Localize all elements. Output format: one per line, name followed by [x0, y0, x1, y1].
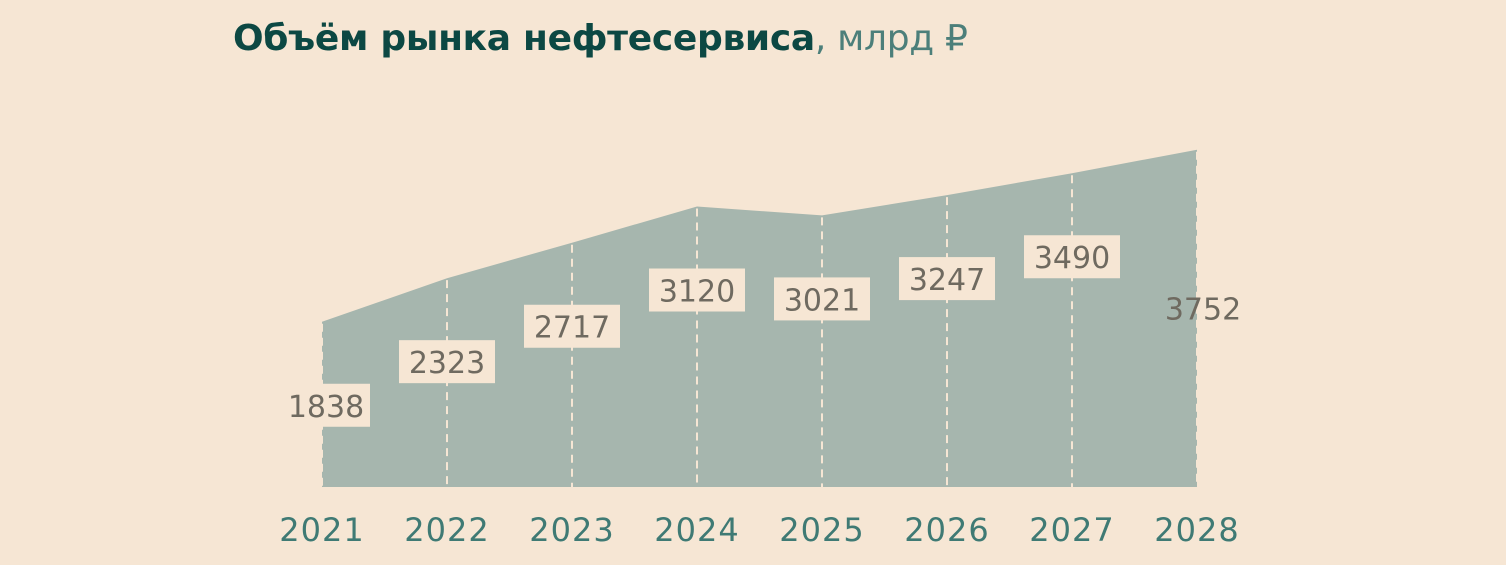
data-label-box: [649, 268, 745, 312]
data-label-box: [899, 257, 995, 301]
data-label: 3021: [774, 277, 870, 321]
data-label: 2717: [524, 304, 620, 348]
data-label-text: 2717: [534, 311, 610, 346]
data-label-box: [774, 277, 870, 321]
x-tick-label: 2026: [904, 511, 989, 549]
data-label-box: [1024, 235, 1120, 279]
chart-title: Объём рынка нефтесервиса, млрд ₽: [233, 18, 968, 59]
x-tick-label: 2028: [1154, 511, 1239, 549]
data-label: 3247: [899, 257, 995, 301]
data-label-text: 3120: [659, 275, 735, 310]
chart-title-main: Объём рынка нефтесервиса: [233, 18, 815, 59]
data-label: 3120: [649, 268, 745, 312]
series-area: [322, 149, 1197, 487]
x-tick-label: 2021: [279, 511, 364, 549]
data-label-text: 3021: [784, 283, 860, 318]
data-label: 3752: [1165, 293, 1241, 328]
data-label: 2323: [399, 340, 495, 384]
data-label-text: 3247: [909, 263, 985, 298]
x-tick-label: 2022: [404, 511, 489, 549]
data-label-text: 2323: [409, 346, 485, 381]
data-label-box: [282, 383, 370, 427]
data-label: 3490: [1024, 235, 1120, 279]
x-tick-label: 2027: [1029, 511, 1114, 549]
data-label-text: 1838: [288, 390, 364, 425]
x-tick-label: 2025: [779, 511, 864, 549]
x-tick-label: 2023: [529, 511, 614, 549]
x-tick-label: 2024: [654, 511, 739, 549]
data-label-text: 3490: [1034, 241, 1110, 276]
data-label-box: [524, 304, 620, 348]
data-label: 1838: [282, 383, 370, 427]
data-label-box: [399, 340, 495, 384]
chart-title-unit: , млрд ₽: [814, 18, 968, 59]
data-label-text: 3752: [1165, 293, 1241, 328]
